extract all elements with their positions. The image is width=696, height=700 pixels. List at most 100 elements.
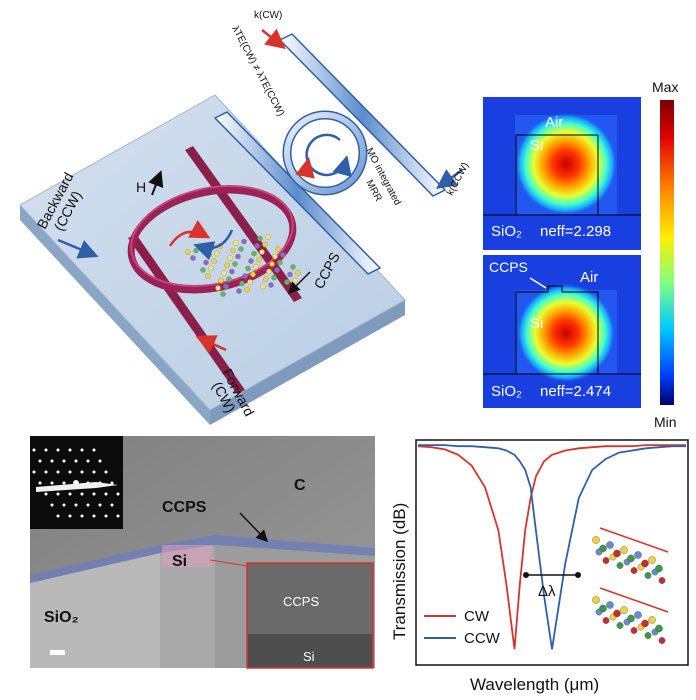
flake-atom: [223, 283, 229, 290]
diffraction-spot: [86, 459, 90, 463]
colorbar: Max Min: [652, 79, 678, 430]
chart-ylabel: Transmission (dB): [390, 503, 409, 640]
flake-atom: [254, 243, 260, 249]
diffraction-spot: [56, 514, 60, 518]
diffraction-spot: [56, 448, 60, 452]
mrr-bus-top: [278, 33, 447, 197]
tem-sio2-label: SiO₂: [44, 609, 79, 626]
transmission-chart: Δλ CW CCW Wavelength (μm) Transmission (d…: [390, 439, 689, 694]
flake-atom: [203, 259, 209, 266]
mode-profile-top: Air Si SiO₂ neff=2.298: [483, 97, 641, 250]
diffraction-spot: [68, 492, 72, 496]
molecule-arrow: [599, 587, 669, 613]
delta-lambda-end: [575, 572, 581, 578]
mode-spot-bottom: [516, 283, 616, 383]
molecule-atom: [616, 562, 624, 569]
flake-atom: [232, 261, 238, 267]
flake-atom: [274, 267, 280, 273]
flake-atom: [262, 241, 268, 248]
diffraction-spot: [50, 459, 54, 463]
h-field-label: H: [136, 179, 146, 195]
diffraction-spot: [104, 492, 108, 496]
substrate-front: [20, 205, 210, 425]
ring-arrow-cw: [168, 220, 211, 247]
diffraction-spot: [86, 503, 90, 507]
flake-atom: [236, 288, 242, 294]
flake-atom: [242, 273, 248, 279]
molecule-atom: [602, 617, 610, 624]
flake-atom: [290, 264, 296, 270]
chart-legend: CW CCW: [424, 608, 501, 647]
flake-atom: [269, 261, 275, 267]
ccps-pointer: [287, 271, 311, 295]
diffraction-spot: [56, 470, 60, 474]
diffraction-spot: [116, 514, 120, 518]
flake-atom: [280, 252, 286, 258]
mode-bottom-si: Si: [530, 315, 543, 332]
mrr-ring-arrow-ccw: [305, 133, 352, 178]
delta-lambda-label: Δλ: [538, 583, 556, 600]
legend-label-cw: CW: [464, 608, 490, 625]
diffraction-spot: [44, 470, 48, 474]
mode-spot-top: [514, 112, 618, 216]
molecule-atom: [616, 622, 624, 629]
flake-atom: [214, 250, 220, 257]
diffraction-spot: [116, 492, 120, 496]
flake-atom: [227, 255, 233, 261]
flake-atom: [190, 255, 196, 261]
mode-top-air: Air: [545, 114, 563, 131]
diffraction-spot: [68, 448, 72, 452]
molecule-atom: [613, 549, 621, 558]
diffraction-spot: [110, 503, 114, 507]
flake-atom: [292, 277, 298, 284]
diffraction-spot: [38, 481, 42, 485]
flake-atom: [272, 253, 278, 260]
flake-atom: [238, 246, 244, 252]
diffraction-spot: [62, 503, 66, 507]
diffraction-spot: [80, 448, 84, 452]
molecule-atom: [592, 536, 600, 544]
diffraction-spot: [32, 470, 36, 474]
flake-atom: [224, 262, 230, 269]
molecule-atom: [655, 564, 663, 573]
flake-atom: [244, 286, 250, 293]
diffraction-spot: [44, 448, 48, 452]
diffraction-spot: [44, 492, 48, 496]
diffraction-spot: [104, 514, 108, 518]
flake-atom: [241, 238, 247, 245]
flake-atom: [266, 268, 272, 275]
diffraction-pattern: [32, 448, 120, 518]
diffraction-spot: [92, 448, 96, 452]
tem-si-region: [160, 545, 215, 668]
tem-ccps-label: CCPS: [162, 499, 207, 516]
diffraction-spot: [80, 514, 84, 518]
flake-atom: [275, 246, 281, 252]
mode-bottom-ccps: CCPS: [489, 259, 528, 275]
molecule-atom: [620, 546, 628, 554]
flake-atom: [208, 265, 214, 272]
tem-ccps-pointer: [239, 512, 269, 543]
flake-atom: [185, 249, 191, 255]
diffraction-spot: [80, 492, 84, 496]
hrtem-link: [209, 559, 248, 567]
chart-lines: [417, 444, 686, 650]
flake-atom: [221, 270, 227, 276]
diffraction-spot: [98, 459, 102, 463]
mode-ccps-pointer: [529, 277, 547, 289]
diffraction-spot: [38, 459, 42, 463]
flake-atom: [253, 264, 259, 270]
substrate-right: [210, 300, 405, 425]
molecule-atom: [630, 567, 638, 574]
flake-atom: [200, 267, 206, 273]
molecule-atom: [634, 551, 642, 559]
flake-atom: [235, 253, 241, 260]
mrr-kccw-arrow: [435, 168, 463, 189]
chart-molecule-inset: [592, 527, 669, 644]
flake-atom: [193, 247, 199, 254]
diffraction-spot: [74, 503, 78, 507]
molecule-atom: [648, 556, 656, 564]
flake-atom: [265, 234, 271, 240]
molecule-atom: [599, 604, 607, 613]
diffraction-spot: [74, 459, 78, 463]
